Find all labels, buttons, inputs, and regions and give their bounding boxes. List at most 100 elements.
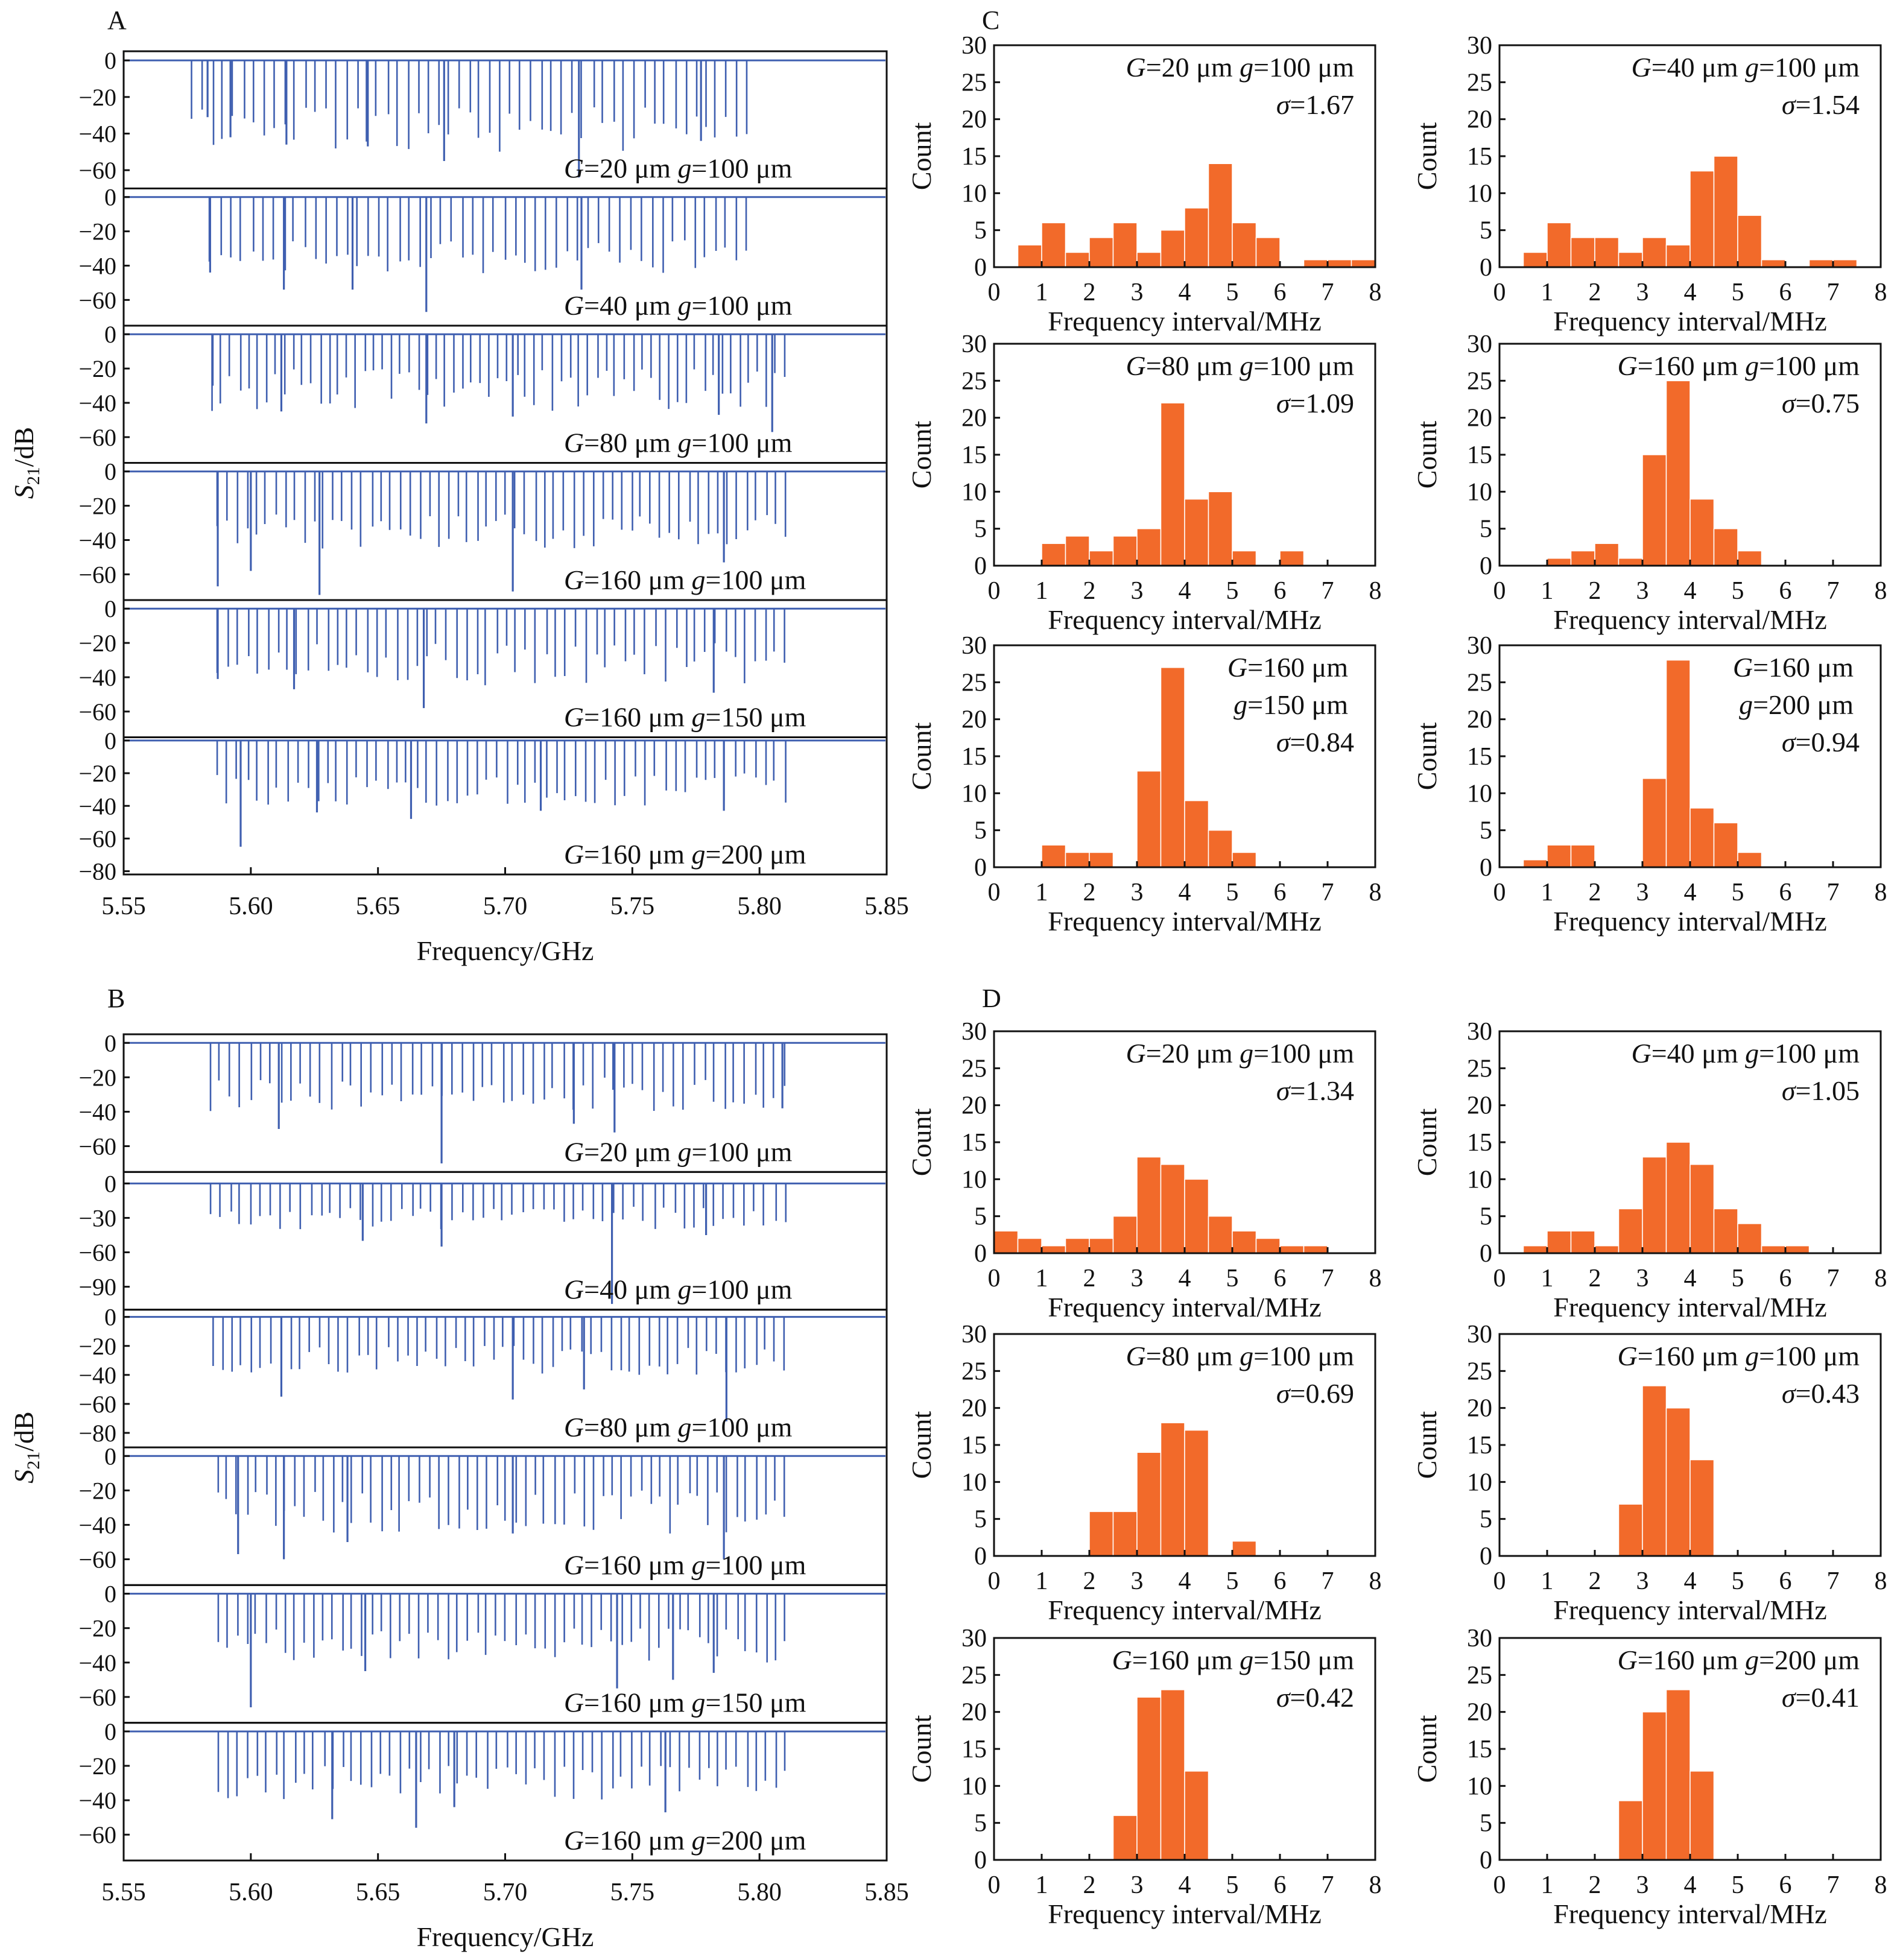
x-tick-label: 8 [1875,1871,1887,1899]
trace-dips [216,609,785,709]
x-tick-label: 1 [1541,1871,1554,1899]
y-tick-label: 15 [961,1129,987,1157]
x-tick-label: 0 [988,577,1001,605]
y-tick-label: 5 [1480,217,1492,245]
histogram-d-6: 0 1 2 3 4 5 6 7 8 0 5 10 15 20 25 30 Frequency interval/… [1411,1625,1887,1929]
x-tick-label: 4 [1684,279,1697,306]
histogram-bar [1785,1245,1810,1254]
y-tick-label: 0 [1480,254,1492,282]
y-tick-label: 5 [1480,1810,1492,1838]
y-tick-label: 0 [1480,1847,1492,1874]
y-tick-label: 30 [1467,1018,1492,1046]
histogram-label-line: σ=1.54 [1782,89,1860,120]
histogram-bar [1713,822,1738,868]
histogram-d-3: 0 1 2 3 4 5 6 7 8 0 5 10 15 20 25 30 Frequency interval/… [906,1321,1382,1625]
trace-label: G=160 μm g=150 μm [564,1687,806,1718]
panel-letter-d: D [982,984,1001,1013]
x-tick-label: 5.60 [229,893,273,920]
y-tick-label: 5 [1480,516,1492,543]
histogram-label-line: σ=1.67 [1276,89,1354,120]
y-tick-label: −80 [78,858,116,885]
x-tick-label: 3 [1636,879,1649,906]
y-tick-label: −60 [78,825,116,852]
x-tick-label: 5 [1226,279,1239,306]
histogram-bar [1017,244,1042,268]
y-tick-label: −30 [78,1204,116,1231]
y-axis-label: Count [906,122,937,191]
y-tick-label: 25 [1467,367,1492,395]
histogram-bar [1570,550,1595,566]
histogram-bar [1232,852,1257,868]
y-tick-label: 30 [1467,1321,1492,1348]
histogram-bar [993,1230,1019,1254]
y-tick-label: −60 [78,1391,116,1418]
x-axis-label: Frequency interval/MHz [1048,604,1321,635]
histogram-bars [1041,402,1305,566]
x-tick-label: 5 [1732,577,1744,605]
x-tick-label: 5.65 [356,893,401,920]
y-tick-label: 10 [961,1772,987,1800]
y-tick-label: −20 [78,1615,116,1642]
x-tick-label: 7 [1322,1567,1334,1595]
histogram-bar [1761,1245,1786,1254]
y-tick-label: −20 [78,1477,116,1504]
histogram-d-5: 0 1 2 3 4 5 6 7 8 0 5 10 15 20 25 30 Frequency interval/… [906,1625,1382,1929]
y-tick-label: 20 [1467,706,1492,734]
y-tick-label: 20 [961,706,987,734]
histogram-bar [1547,557,1572,566]
trace-dips [217,1456,785,1560]
histogram-bar [1351,259,1376,268]
y-tick-label: 10 [1467,478,1492,506]
histogram-label-line: σ=1.34 [1276,1075,1354,1106]
panel-letter-a: A [107,5,127,35]
x-tick-label: 3 [1131,279,1144,306]
x-tick-label: 7 [1827,577,1840,605]
y-tick-label: 10 [961,180,987,207]
y-tick-label: 0 [104,595,116,622]
histogram-bar [1160,667,1185,868]
x-tick-label: 7 [1322,1871,1334,1899]
x-tick-label: 1 [1541,577,1554,605]
y-tick-label: 25 [1467,69,1492,96]
y-tick-label: −40 [78,390,116,417]
y-tick-label: −60 [78,1546,116,1573]
y-tick-label: 20 [1467,1699,1492,1727]
y-tick-label: 0 [104,1304,116,1331]
x-tick-label: 4 [1684,1265,1697,1292]
x-tick-label: 7 [1827,879,1840,906]
histogram-bar [1665,244,1691,268]
histogram-bar [1303,259,1328,268]
x-axis-label: Frequency interval/MHz [1553,604,1826,635]
y-tick-label: 0 [974,854,987,882]
histogram-bar [1547,844,1572,868]
trace-label: G=80 μm g=100 μm [564,428,793,458]
x-tick-label: 1 [1036,1265,1048,1292]
histogram-bar [1160,402,1185,566]
x-tick-label: 2 [1589,1567,1601,1595]
trace-dips [216,471,787,595]
trace-label: G=160 μm g=200 μm [564,1825,806,1856]
y-tick-label: 10 [961,1468,987,1496]
histogram-bar [1089,1511,1114,1557]
y-tick-label: −20 [78,84,116,111]
y-tick-label: 20 [1467,106,1492,134]
x-axis-label: Frequency interval/MHz [1553,1898,1826,1929]
y-axis-label: S21/dB [8,1411,43,1483]
y-tick-label: −40 [78,1362,116,1389]
x-tick-label: 8 [1875,1265,1887,1292]
y-tick-label: 0 [104,1029,116,1057]
y-tick-label: 0 [1480,1543,1492,1570]
spectrum-panel-a: 0 −20 −40 −60 G=20 μm g=100 μm 0 −20 −40 −60 G=40… [8,47,909,966]
histogram-bar [1232,1540,1257,1557]
x-tick-label: 5.70 [483,893,528,920]
y-axis-label: Count [1411,1411,1442,1479]
x-tick-label: 5 [1732,279,1744,306]
x-tick-label: 8 [1369,879,1382,906]
x-tick-label: 7 [1827,279,1840,306]
histogram-bar [1041,543,1066,566]
x-tick-label: 2 [1083,1871,1096,1899]
y-tick-label: 10 [1467,1166,1492,1193]
x-axis-label: Frequency interval/MHz [1048,906,1321,937]
histogram-bar [1041,222,1066,268]
trace-dips [208,197,747,312]
